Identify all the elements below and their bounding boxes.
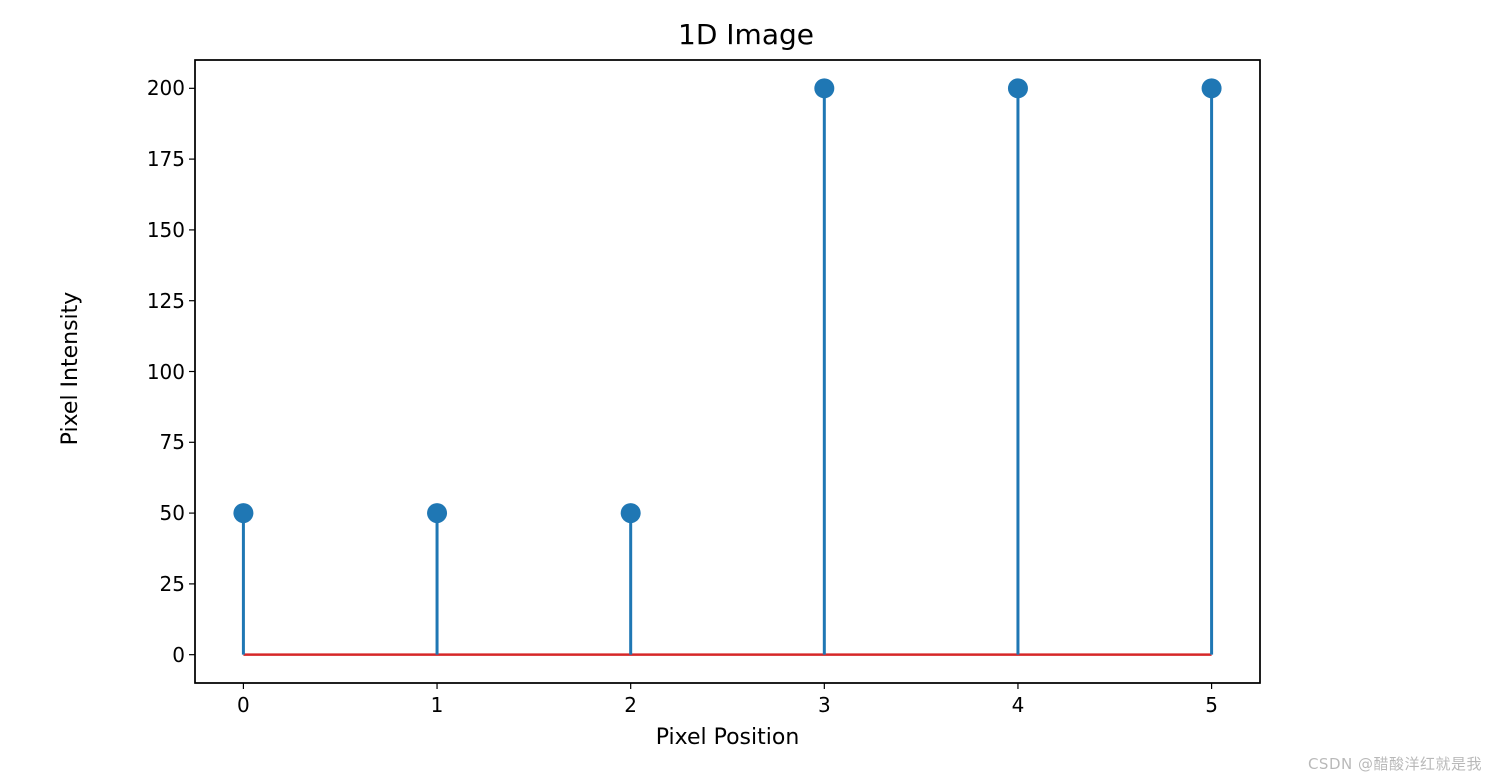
y-tick-label: 175 <box>115 147 185 171</box>
y-tick-label: 125 <box>115 289 185 313</box>
stem-marker <box>427 503 447 523</box>
y-tick-label: 150 <box>115 218 185 242</box>
y-tick-label: 25 <box>115 572 185 596</box>
y-tick-label: 100 <box>115 360 185 384</box>
stem-marker <box>1008 78 1028 98</box>
x-tick-label: 5 <box>1172 693 1252 717</box>
plot-area <box>0 0 1492 780</box>
stem-marker <box>233 503 253 523</box>
figure: 1D Image 0255075100125150175200 012345 P… <box>0 0 1492 780</box>
axes-border <box>195 60 1260 683</box>
x-tick-label: 4 <box>978 693 1058 717</box>
x-tick-label: 3 <box>784 693 864 717</box>
y-tick-label: 75 <box>115 430 185 454</box>
y-tick-label: 0 <box>115 643 185 667</box>
y-tick-label: 50 <box>115 501 185 525</box>
x-tick-label: 0 <box>203 693 283 717</box>
x-tick-label: 1 <box>397 693 477 717</box>
y-tick-label: 200 <box>115 76 185 100</box>
watermark-text: CSDN @醋酸洋红就是我 <box>1308 753 1482 774</box>
stem-marker <box>814 78 834 98</box>
y-axis-label: Pixel Intensity <box>58 57 83 680</box>
stem-marker <box>621 503 641 523</box>
x-axis-label: Pixel Position <box>195 725 1260 750</box>
stem-marker <box>1202 78 1222 98</box>
x-tick-label: 2 <box>591 693 671 717</box>
